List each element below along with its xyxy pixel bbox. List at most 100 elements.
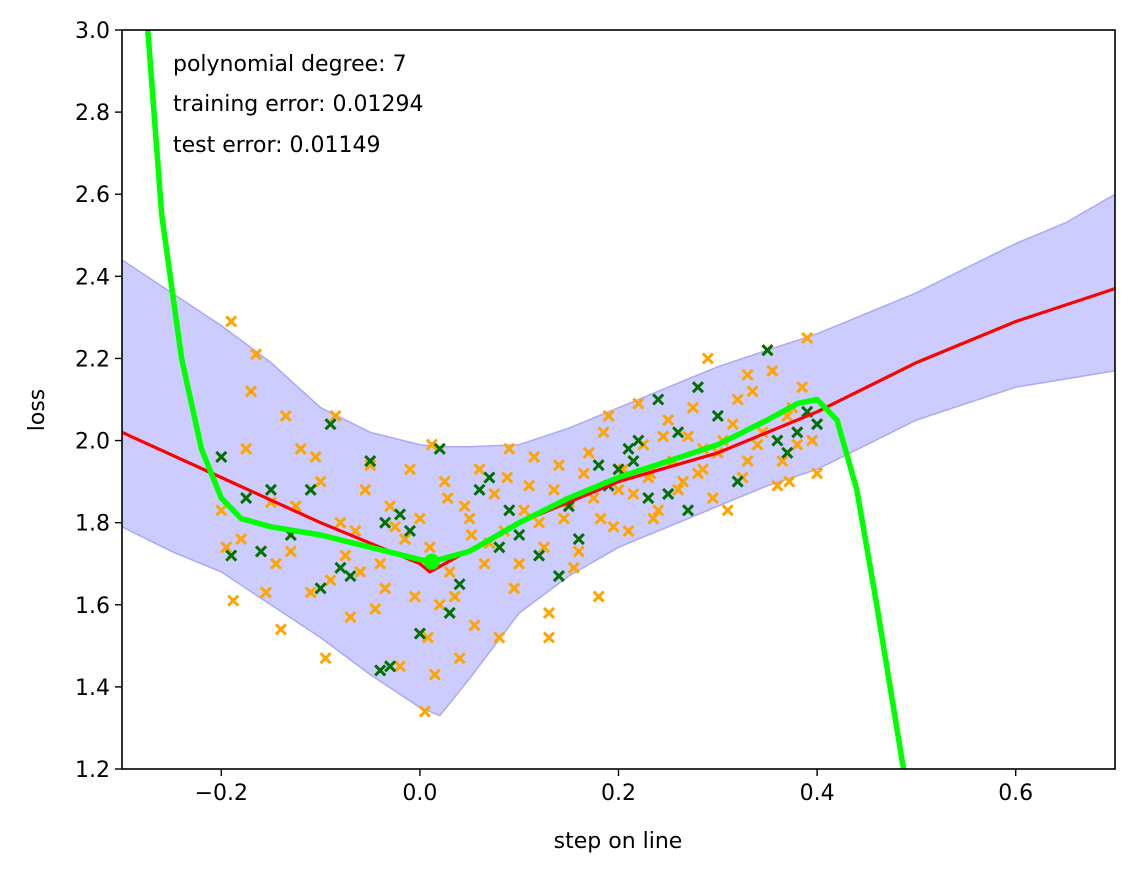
train-point (523, 479, 536, 492)
train-point (488, 487, 501, 500)
train-point (741, 455, 754, 468)
train-point (721, 504, 734, 517)
test-point (552, 569, 565, 583)
train-point (783, 475, 796, 488)
train-point (319, 652, 332, 665)
train-point (468, 619, 481, 632)
test-point (493, 541, 506, 554)
test-point (225, 549, 238, 562)
train-point (339, 549, 352, 562)
train-point (542, 631, 556, 644)
test-point (240, 491, 253, 505)
train-point (215, 504, 228, 517)
train-point (746, 385, 759, 398)
train-point (398, 533, 412, 546)
train-point (465, 528, 478, 542)
train-point (284, 545, 297, 558)
train-point (552, 459, 565, 472)
train-point (696, 463, 709, 476)
train-point (577, 467, 590, 480)
y-axis-ticks: 1.2 1.4 1.6 1.8 2.0 2.2 2.4 2.6 2.8 3.0 (75, 19, 122, 783)
test-point (711, 409, 724, 422)
train-point (791, 438, 804, 451)
x-tick-label: 0.2 (601, 781, 636, 806)
train-point (344, 611, 357, 624)
train-point (796, 381, 809, 394)
train-point (279, 409, 292, 422)
test-point (627, 455, 640, 468)
train-point (493, 631, 506, 644)
train-point (379, 582, 392, 595)
train-point (557, 512, 570, 525)
train-point (473, 463, 486, 476)
x-tick-label: 0.6 (998, 781, 1033, 806)
test-point (443, 606, 456, 620)
x-tick-label: −0.2 (195, 781, 248, 806)
train-point (245, 385, 258, 398)
train-point (274, 623, 287, 636)
train-point (662, 413, 675, 427)
test-point (513, 528, 526, 542)
train-point (418, 705, 431, 718)
train-point (627, 487, 640, 500)
test-point (324, 418, 337, 431)
train-point (249, 348, 263, 361)
test-point (364, 455, 377, 468)
annotation-test-error: test error: 0.01149 (173, 133, 381, 158)
train-point (776, 455, 789, 468)
test-point (791, 426, 804, 439)
train-point (329, 409, 342, 422)
train-point (384, 500, 397, 513)
train-point (425, 438, 438, 451)
train-point (701, 352, 714, 365)
y-tick-label: 1.4 (75, 676, 110, 701)
train-point (513, 557, 526, 570)
train-point (304, 586, 317, 599)
y-tick-label: 1.6 (75, 594, 110, 619)
train-point (751, 438, 764, 451)
train-point (448, 590, 461, 603)
train-point (501, 471, 514, 484)
train-point (741, 368, 754, 381)
train-point (438, 475, 451, 488)
uncertainty-band (122, 193, 1115, 717)
train-point (542, 606, 556, 620)
y-axis-label: loss (25, 389, 50, 432)
train-point (528, 450, 541, 464)
train-point (632, 397, 645, 410)
train-point (547, 483, 561, 496)
train-point (518, 504, 531, 517)
test-point (592, 459, 605, 472)
test-point (761, 344, 774, 357)
y-tick-label: 3.0 (75, 19, 110, 44)
train-point (657, 430, 670, 443)
polynomial-fit-curve (145, 30, 907, 769)
test-point (393, 508, 407, 521)
train-point (354, 565, 367, 578)
test-point (681, 504, 695, 517)
train-point (503, 442, 516, 455)
test-point (453, 578, 466, 591)
y-tick-label: 2.2 (75, 347, 110, 372)
test-point (532, 549, 546, 562)
true-loss-curve (122, 287, 1115, 574)
train-point (235, 533, 248, 546)
test-point (612, 463, 625, 476)
train-point (225, 315, 238, 328)
train-point (374, 557, 387, 570)
train-point (594, 512, 607, 525)
y-tick-label: 2.8 (75, 101, 110, 126)
test-point (731, 475, 744, 488)
train-point (602, 409, 615, 422)
test-point (691, 381, 705, 394)
train-point (806, 434, 819, 447)
train-point (334, 516, 347, 529)
train-point (413, 512, 426, 525)
fit-minimum-marker (423, 553, 440, 570)
train-point (403, 463, 417, 476)
train-point (811, 467, 824, 480)
y-tick-label: 1.2 (75, 758, 110, 783)
train-point (537, 541, 551, 554)
annotation-training-error: training error: 0.01294 (173, 92, 423, 117)
train-point (672, 483, 685, 496)
